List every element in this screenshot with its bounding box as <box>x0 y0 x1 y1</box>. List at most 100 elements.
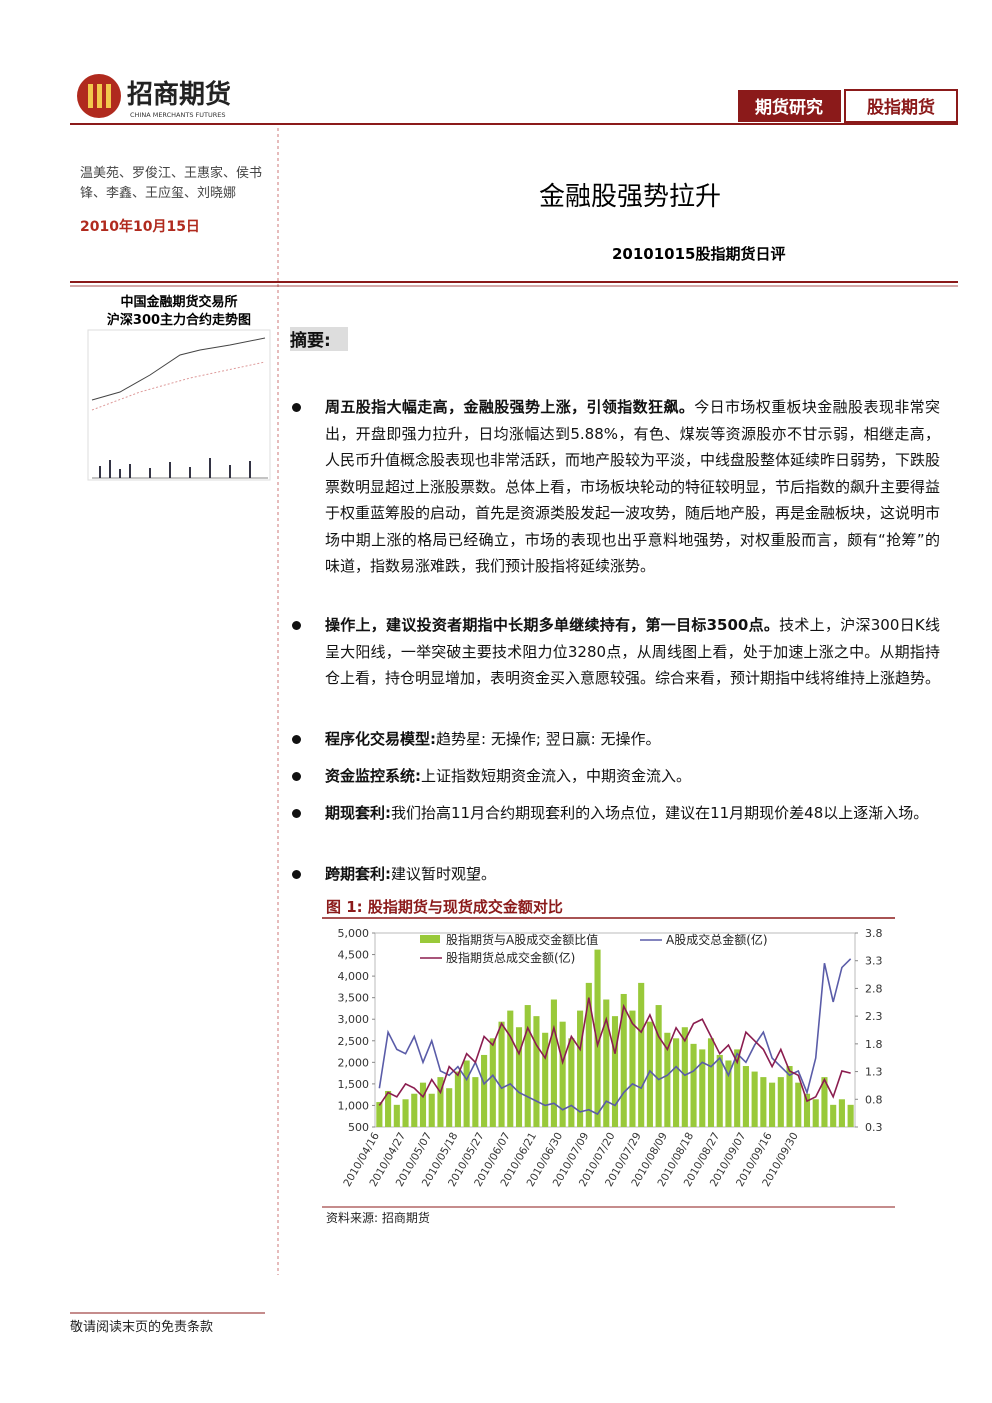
chart: 500 1,000 1,500 2,000 2,500 3,000 3,500 4,000 4,… <box>338 927 883 1189</box>
bar <box>533 1016 540 1127</box>
logo-en: CHINA MERCHANTS FUTURES <box>130 111 226 119</box>
bar <box>594 949 601 1127</box>
bar <box>472 1077 479 1127</box>
bar <box>760 1077 767 1127</box>
bullet: 跨期套利:建议暂时观望。 <box>292 861 940 888</box>
bar <box>821 1077 828 1127</box>
bar <box>585 982 592 1127</box>
bar <box>507 1010 514 1127</box>
bullet-lead: 期现套利: <box>325 804 391 822</box>
line <box>378 997 851 1106</box>
bar <box>777 1077 784 1127</box>
bullet-text: 建议暂时观望。 <box>391 865 497 883</box>
bar <box>620 993 627 1127</box>
thumbnail-line <box>91 361 266 411</box>
thumbnail-bars <box>99 458 251 478</box>
bar <box>402 1099 409 1127</box>
y2-tick-label: 0.3 <box>865 1121 883 1134</box>
bullet-text: 我们抬高11月合约期现套利的入场点位，建议在11月期现价差48以上逐渐入场。 <box>391 804 929 822</box>
bar <box>786 1066 793 1127</box>
y2-tick-label: 3.3 <box>865 955 883 968</box>
legend-label: A股成交总金额(亿) <box>666 932 768 947</box>
bar <box>742 1066 749 1127</box>
bar <box>847 1104 854 1127</box>
y2-tick-label: 0.8 <box>865 1093 883 1106</box>
logo-bar <box>88 84 93 108</box>
y-tick-label: 1,500 <box>338 1078 370 1091</box>
bullet-text: 趋势星: 无操作; 翌日赢: 无操作。 <box>436 730 661 748</box>
y-tick-label: 4,500 <box>338 949 370 962</box>
bar <box>489 1038 496 1127</box>
legend-label: 股指期货与A股成交金额比值 <box>446 932 598 947</box>
legend-swatch <box>420 935 440 943</box>
bar <box>725 1060 732 1127</box>
y-tick-label: 1,000 <box>338 1099 370 1112</box>
logo-bar <box>97 84 102 108</box>
tag-bg <box>844 89 958 123</box>
bar <box>393 1104 400 1127</box>
tag: 期货研究 <box>755 97 823 118</box>
bullet-lead: 资金监控系统: <box>325 767 421 785</box>
bar <box>812 1099 819 1127</box>
bullet: 操作上，建议投资者期指中长期多单继续持有，第一目标3500点。技术上，沪深300… <box>292 612 941 692</box>
line <box>378 958 852 1116</box>
summary-heading: 摘要: <box>290 330 331 351</box>
y-tick-label: 4,000 <box>338 970 370 983</box>
bar <box>550 999 557 1127</box>
bar <box>446 1088 453 1127</box>
bar <box>603 999 610 1127</box>
bar <box>629 1010 636 1127</box>
bar <box>385 1090 392 1127</box>
bar <box>524 1005 531 1127</box>
bullet-text: 上证指数短期资金流入，中期资金流入。 <box>421 767 692 785</box>
figure-source: 资料来源: 招商期货 <box>326 1210 430 1225</box>
bullet-lead: 操作上，建议投资者期指中长期多单继续持有，第一目标3500点。 <box>325 616 780 634</box>
tag-bg <box>738 90 841 122</box>
y-tick-label: 3,500 <box>338 992 370 1005</box>
thumbnail <box>87 329 271 481</box>
bullet-text: 今日市场权重板块金融股表现非常突出，开盘即强力拉升，日均涨幅达到5.88%，有色… <box>325 398 941 575</box>
bar <box>481 1054 488 1127</box>
bullet: 周五股指大幅走高，金融股强势上涨，引领指数狂飙。今日市场权重板块金融股表现非常突… <box>292 394 941 580</box>
bullet-lead: 程序化交易模型: <box>325 730 436 748</box>
bar <box>803 1093 811 1127</box>
thumbnail-title-line: 中国金融期货交易所 <box>120 295 238 310</box>
bar <box>454 1071 461 1127</box>
y-tick-label: 500 <box>348 1121 369 1134</box>
y2-tick-label: 2.8 <box>865 982 883 995</box>
bar <box>699 1049 706 1127</box>
date: 2010年10月15日 <box>80 219 200 235</box>
y2-tick-label: 1.8 <box>865 1038 883 1051</box>
bar <box>577 1010 584 1127</box>
legend-label: 股指期货总成交金额(亿) <box>446 950 575 965</box>
bullet: 期现套利:我们抬高11月合约期现套利的入场点位，建议在11月期现价差48以上逐渐… <box>292 800 940 827</box>
bar <box>751 1071 758 1127</box>
bullet-text: 技术上，沪深300日K线呈大阳线，一举突破主要技术阻力位3280点，从周线图上看… <box>325 616 941 687</box>
y2-tick-label: 1.3 <box>865 1066 883 1079</box>
bullet: 程序化交易模型:趋势星: 无操作; 翌日赢: 无操作。 <box>292 726 940 753</box>
bar <box>681 1027 688 1127</box>
bar <box>376 1102 383 1127</box>
bar <box>559 1021 566 1127</box>
footer: 敬请阅读末页的免责条款 <box>70 1319 213 1335</box>
bar <box>690 1043 697 1127</box>
bar <box>437 1077 444 1127</box>
bar <box>411 1093 418 1127</box>
bullet-lead: 周五股指大幅走高，金融股强势上涨，引领指数狂飙。 <box>325 398 695 416</box>
logo-bar <box>106 84 111 108</box>
y-tick-label: 3,000 <box>338 1013 370 1026</box>
thumbnail-title-line: 沪深300主力合约走势图 <box>106 313 252 328</box>
bar <box>428 1093 435 1127</box>
bar <box>734 1049 741 1127</box>
title: 金融股强势拉升 <box>538 182 721 212</box>
heading-bg <box>290 327 348 351</box>
y-tick-label: 5,000 <box>338 927 370 940</box>
bar <box>655 1005 662 1127</box>
bar <box>838 1099 845 1127</box>
bar <box>707 1038 715 1127</box>
subtitle: 20101015股指期货日评 <box>612 245 786 263</box>
bar <box>769 1082 776 1127</box>
bar <box>515 1027 523 1127</box>
